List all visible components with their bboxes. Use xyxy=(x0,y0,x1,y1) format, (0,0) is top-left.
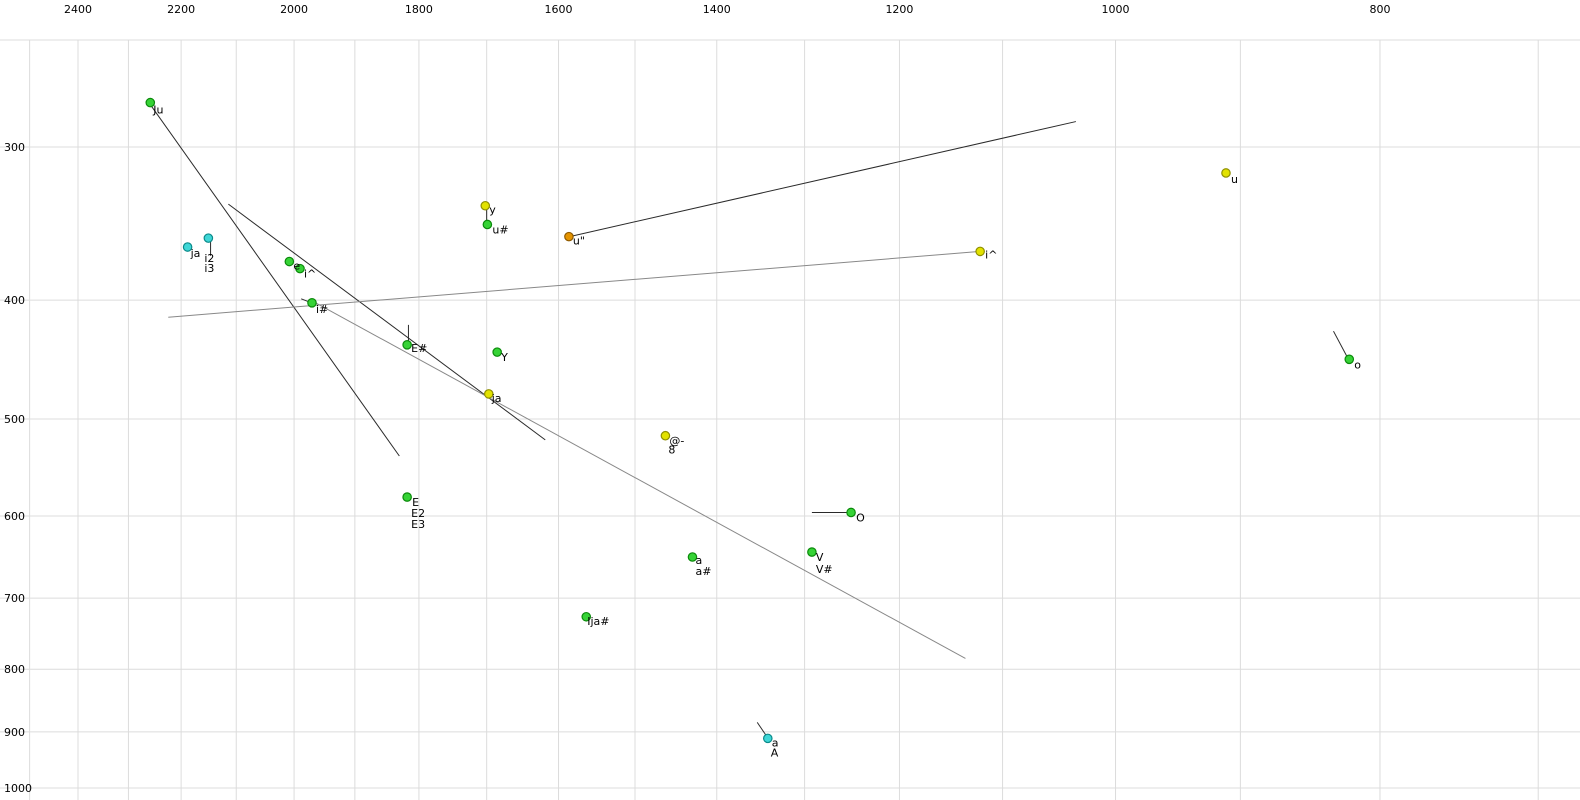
x-tick-label: 1800 xyxy=(405,3,433,16)
point-label: V# xyxy=(816,563,833,576)
y-tick-label: 900 xyxy=(4,726,25,739)
x-tick-label: 2400 xyxy=(64,3,92,16)
trajectory-line xyxy=(168,250,981,318)
x-tick-label: 1200 xyxy=(885,3,913,16)
point-label: Ija# xyxy=(587,615,609,628)
point-label: u# xyxy=(492,223,508,236)
point-label: i3 xyxy=(204,262,214,275)
point-label: i^ xyxy=(304,268,316,281)
trajectory-line xyxy=(228,203,546,441)
trajectory-line xyxy=(1333,330,1349,359)
y-tick-label: 300 xyxy=(4,141,25,154)
point-label: o xyxy=(1354,358,1361,371)
point-label: V xyxy=(816,551,824,564)
point-label: a xyxy=(772,736,779,749)
point-label: E xyxy=(412,496,419,509)
point-label: y xyxy=(489,204,496,217)
data-point[interactable] xyxy=(483,389,494,399)
point-label: e xyxy=(293,260,300,273)
data-point[interactable] xyxy=(492,347,502,357)
point-label: O xyxy=(856,511,865,524)
trajectory-line xyxy=(756,722,768,737)
point-label: A xyxy=(771,746,779,759)
data-point[interactable] xyxy=(203,233,214,243)
data-point[interactable] xyxy=(846,507,856,518)
point-label: E3 xyxy=(411,518,425,531)
data-point[interactable] xyxy=(1221,168,1231,178)
data-point[interactable] xyxy=(660,430,671,441)
data-point[interactable] xyxy=(975,246,985,257)
y-tick-label: 600 xyxy=(4,510,25,523)
data-point[interactable] xyxy=(284,256,295,267)
y-tick-label: 1000 xyxy=(4,782,32,795)
y-tick-label: 800 xyxy=(4,663,25,676)
y-tick-label: 700 xyxy=(4,592,25,605)
point-label: ja xyxy=(190,247,201,260)
point-label: a xyxy=(695,554,702,567)
point-label: Ju xyxy=(152,104,163,117)
point-label: 8 xyxy=(668,444,675,457)
point-label: u xyxy=(1231,173,1238,186)
x-tick-label: 800 xyxy=(1369,3,1390,16)
point-label: u" xyxy=(573,235,585,248)
data-point[interactable] xyxy=(307,298,317,308)
point-label: @- xyxy=(669,435,684,448)
point-label: E2 xyxy=(411,507,425,520)
point-label: a# xyxy=(695,565,711,578)
point-label: i^ xyxy=(985,248,997,261)
point-label: i2 xyxy=(204,252,214,265)
data-point[interactable] xyxy=(402,492,412,502)
data-point[interactable] xyxy=(762,733,773,744)
data-point[interactable] xyxy=(581,611,592,622)
data-point[interactable] xyxy=(1344,354,1355,365)
data-point[interactable] xyxy=(807,547,817,557)
data-point[interactable] xyxy=(145,97,156,108)
point-label: Y xyxy=(500,351,508,364)
x-tick-label: 2200 xyxy=(167,3,195,16)
x-tick-label: 1600 xyxy=(545,3,573,16)
y-tick-label: 400 xyxy=(4,294,25,307)
trajectory-line xyxy=(310,299,966,659)
point-label: i# xyxy=(316,303,328,316)
x-tick-label: 1400 xyxy=(703,3,731,16)
point-label: ja xyxy=(491,392,502,405)
data-point[interactable] xyxy=(687,552,698,562)
data-point[interactable] xyxy=(480,200,491,211)
trajectory-line xyxy=(149,104,400,457)
point-label: E# xyxy=(411,342,427,355)
data-point[interactable] xyxy=(482,219,493,230)
y-tick-label: 500 xyxy=(4,413,25,426)
data-point[interactable] xyxy=(295,263,305,274)
x-tick-label: 2000 xyxy=(280,3,308,16)
x-tick-label: 1000 xyxy=(1102,3,1130,16)
trajectory-line xyxy=(569,121,1077,238)
data-point[interactable] xyxy=(402,340,412,350)
data-point[interactable] xyxy=(564,231,574,242)
data-point[interactable] xyxy=(182,242,193,252)
